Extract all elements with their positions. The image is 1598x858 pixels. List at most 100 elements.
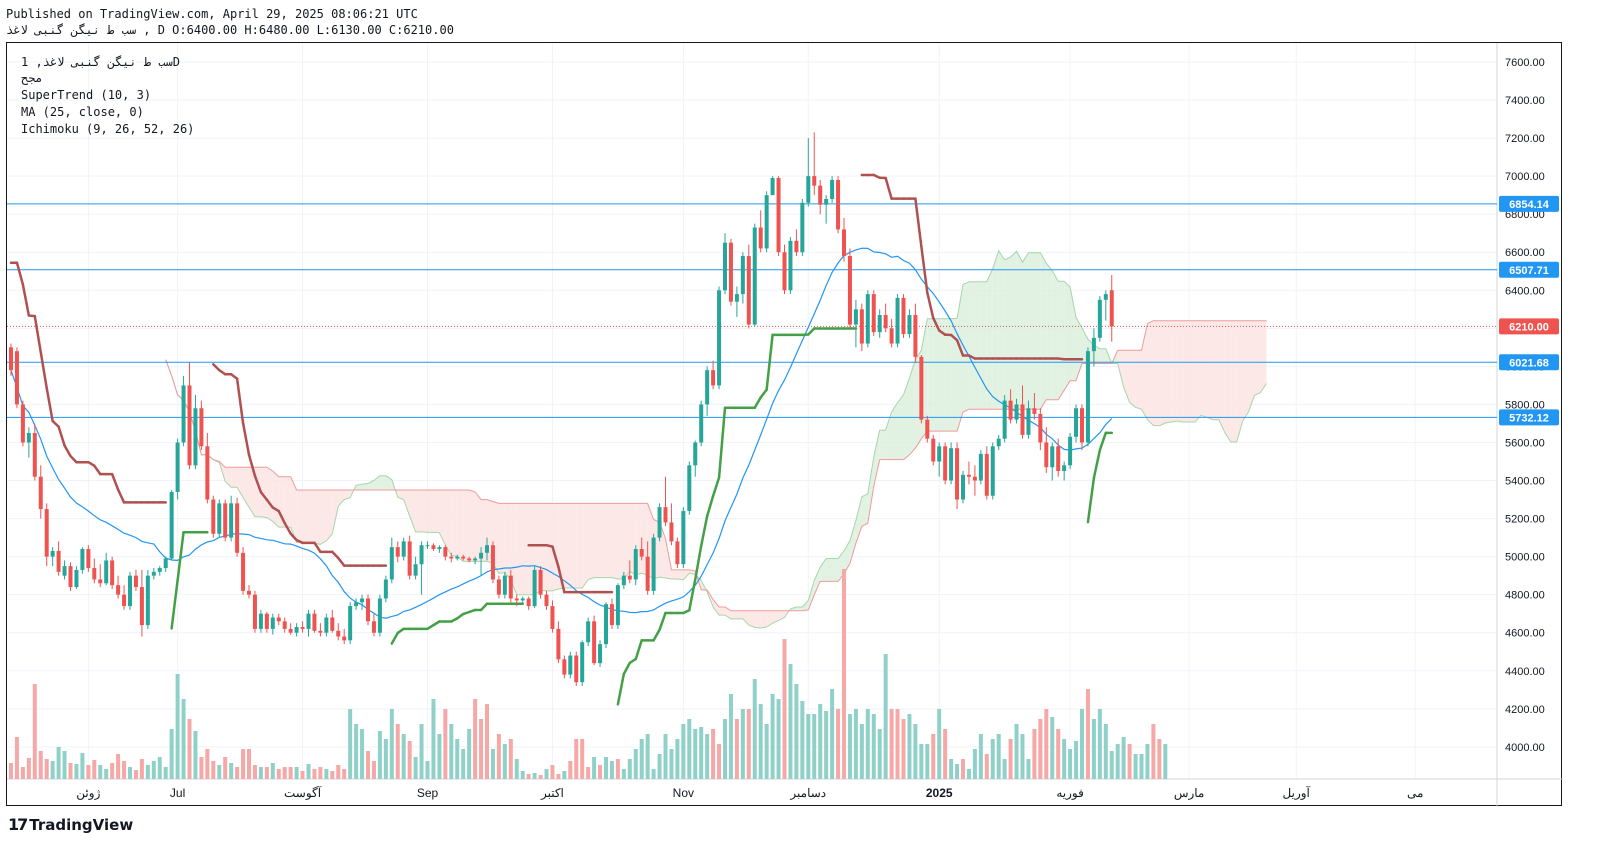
cloud-segment xyxy=(409,490,416,532)
volume-bar xyxy=(889,709,894,779)
candle xyxy=(776,176,781,257)
candle-body xyxy=(229,503,234,538)
candle-body xyxy=(574,655,579,683)
x-tick-label: آگوست xyxy=(284,785,322,800)
volume-bar xyxy=(1157,739,1162,779)
candle-body xyxy=(990,446,995,496)
supertrend-up-segment xyxy=(652,628,661,642)
tradingview-logo[interactable]: 17 TradingView xyxy=(8,815,133,834)
volume-bar xyxy=(913,724,918,779)
supertrend-down-segment xyxy=(926,291,935,320)
candle-body xyxy=(740,256,745,295)
candle-body xyxy=(324,617,329,633)
candle-body xyxy=(806,176,811,203)
volume-bar xyxy=(1032,729,1037,779)
cloud-segment xyxy=(796,607,803,611)
candle-body xyxy=(300,627,305,629)
cloud-segment xyxy=(611,503,618,579)
volume-bar xyxy=(318,767,323,779)
candle xyxy=(366,594,370,626)
volume-bar xyxy=(1091,719,1096,779)
candle xyxy=(592,615,597,666)
supertrend-down-segment xyxy=(39,350,48,390)
candle-body xyxy=(348,606,353,641)
legend-ma[interactable]: MA (25, close, 0) xyxy=(21,105,144,119)
volume-bar xyxy=(276,769,281,779)
candle-body xyxy=(895,297,900,344)
supertrend-up-segment xyxy=(688,578,697,612)
candle-body xyxy=(86,549,91,569)
candle-body xyxy=(966,474,971,477)
cloud-segment xyxy=(314,490,321,545)
senkou-span-a xyxy=(165,249,1267,629)
volume-bar xyxy=(681,724,686,779)
volume-bar xyxy=(235,767,240,779)
cloud-segment xyxy=(1165,320,1172,423)
volume-bar xyxy=(669,749,674,779)
volume-bar xyxy=(1121,737,1126,779)
cloud-segment xyxy=(1117,350,1124,388)
volume-bar xyxy=(544,769,549,779)
candle-body xyxy=(1014,404,1019,420)
volume-bar xyxy=(1133,754,1138,779)
volume-bar xyxy=(312,769,317,779)
candle-body xyxy=(20,404,25,443)
candle-body xyxy=(128,575,132,607)
candle xyxy=(270,613,275,635)
candle xyxy=(675,537,680,569)
candle xyxy=(389,537,394,584)
candle xyxy=(413,556,418,580)
candle-body xyxy=(62,566,67,576)
volume-bar xyxy=(211,761,216,779)
volume-bar xyxy=(705,734,710,779)
volume-bar xyxy=(806,714,811,779)
candle-body xyxy=(50,550,55,557)
candle xyxy=(705,366,710,416)
cloud-segment xyxy=(1004,256,1011,410)
candle xyxy=(145,569,150,629)
candle-body xyxy=(711,370,716,386)
volume-bar xyxy=(556,774,561,779)
candle xyxy=(925,415,930,443)
candle xyxy=(1103,290,1108,321)
cloud-segment xyxy=(980,281,987,410)
cloud-segment xyxy=(1135,350,1142,410)
legend-ichimoku[interactable]: Ichimoku (9, 26, 52, 26) xyxy=(21,122,195,136)
candle xyxy=(586,617,591,647)
candle xyxy=(80,547,85,574)
volume-bar xyxy=(1056,729,1061,779)
cloud-segment xyxy=(963,281,969,413)
candle xyxy=(425,541,430,550)
legend-supertrend[interactable]: SuperTrend (10, 3) xyxy=(21,88,152,102)
candle xyxy=(806,138,811,207)
supertrend-up-segment xyxy=(479,602,489,612)
volume-bar xyxy=(38,751,43,779)
price-chart[interactable]: 4000.00 4200.00 4400.00 4600.00 4800.00 5000.… xyxy=(7,43,1563,807)
volume-bar xyxy=(615,759,620,779)
cloud-segment xyxy=(290,476,297,543)
candle xyxy=(276,613,281,626)
candle-body xyxy=(26,432,31,443)
candle-body xyxy=(104,560,109,584)
cloud-segment xyxy=(909,359,916,455)
cloud-segment xyxy=(1230,320,1237,443)
candle-body xyxy=(336,630,341,637)
cloud-segment xyxy=(463,490,470,562)
candle-body xyxy=(68,566,73,588)
candle xyxy=(490,541,495,584)
cloud-segment xyxy=(617,503,624,579)
candle xyxy=(128,571,132,610)
cloud-segment xyxy=(671,569,678,579)
candle-body xyxy=(520,598,525,601)
y-tick-label: 7400.00 xyxy=(1505,95,1545,107)
candle xyxy=(657,503,662,542)
candle-body xyxy=(151,571,156,576)
chart-frame[interactable]: 4000.00 4200.00 4400.00 4600.00 4800.00 5000.… xyxy=(6,42,1563,807)
volume-bar xyxy=(496,734,501,779)
volume-bar xyxy=(122,761,127,779)
candle-body xyxy=(467,558,472,561)
volume-bar xyxy=(241,749,246,779)
candle xyxy=(312,609,317,633)
candle xyxy=(931,434,936,466)
candle xyxy=(235,497,240,557)
